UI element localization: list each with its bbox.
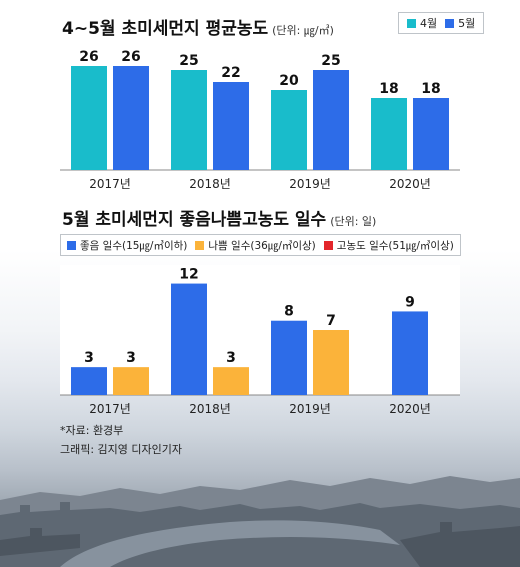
legend-label-high-days: 고농도 일수(51㎍/㎥이상) [336,239,454,252]
river [60,520,400,567]
chart2-tick-label-3: 2020년 [389,402,431,416]
chart2-bar-2017년-s0 [71,367,107,395]
graphic-credit: 그래픽: 김지영 디자인기자 [60,443,183,456]
legend-swatch-high-days [323,240,333,250]
chart2-data-label-2018년-s1: 3 [226,350,236,366]
chart2-marks: 3 3 2017년 12 3 2018년 8 7 2019년 9 2020년 [60,267,460,416]
chart1-data-label-2017년-s1: 26 [121,49,140,65]
chart1-marks: 26 26 2017년 25 22 2018년 20 25 2019년 18 18 2020년 [60,49,460,191]
chart1-data-label-2018년-s1: 22 [221,65,240,81]
chart2-legend: 좋음 일수(15㎍/㎥이하) 나쁨 일수(36㎍/㎥이상) 고농도 일수(51㎍… [60,234,461,256]
chart2-bar-2018년-s0 [171,283,207,395]
chart1-data-label-2019년-s1: 25 [321,53,340,69]
chart2-data-label-2017년-s1: 3 [126,350,136,366]
chart1-bar-2018년-s0 [171,70,207,170]
chart2-data-label-2020년-s0: 9 [405,294,415,310]
chart1-data-label-2020년-s0: 18 [379,81,398,97]
chart1-data-label-2020년-s1: 18 [421,81,440,97]
chart1-unit-note: (단위: ㎍/㎥) [272,24,334,37]
legend-label-bad-days: 나쁨 일수(36㎍/㎥이상) [208,239,316,252]
legend-label-april: 4월 [420,17,438,30]
chart2-data-label-2018년-s0: 12 [179,267,198,283]
legend-item-bad-days: 나쁨 일수(36㎍/㎥이상) [195,238,316,253]
chart2-bar-2017년-s1 [113,367,149,395]
legend-item-april: 4월 [407,15,437,31]
chart2-unit-note: (단위: 일) [330,215,377,228]
chart1-tick-label-0: 2017년 [89,177,131,191]
legend-item-may: 5월 [445,15,475,31]
legend-swatch-bad-days [195,240,205,250]
chart1-bar-2020년-s0 [371,98,407,170]
chart1-data-label-2018년-s0: 25 [179,53,198,69]
source-note: *자료: 환경부 [60,424,124,437]
chart2-bar-2019년-s1 [313,330,349,395]
chart1-bar-2017년-s1 [113,66,149,170]
chart2-bar-2020년-s0 [392,311,428,395]
chart2-tick-label-2: 2019년 [289,402,331,416]
foreground-city [0,522,520,567]
chart1-bar-2018년-s1 [213,82,249,170]
chart2-title: 5월 초미세먼지 좋음나쁨고농도 일수 (단위: 일) [62,205,376,230]
chart1-title: 4~5월 초미세먼지 평균농도 (단위: ㎍/㎥) [62,14,334,39]
chart1-bar-2020년-s1 [413,98,449,170]
legend-swatch-good-days [67,240,76,250]
chart1-bar-2017년-s0 [71,66,107,170]
legend-swatch-april [407,18,416,28]
chart2-data-label-2019년-s0: 8 [284,304,294,320]
chart1-bar-2019년-s1 [313,70,349,170]
chart1-bar-2019년-s0 [271,90,307,170]
chart1-tick-label-1: 2018년 [189,177,231,191]
chart2-tick-label-1: 2018년 [189,402,231,416]
chart2-bar-2018년-s1 [213,367,249,395]
legend-label-good-days: 좋음 일수(15㎍/㎥이하) [80,239,188,252]
chart1-data-label-2019년-s0: 20 [279,73,299,89]
chart1-data-label-2017년-s0: 26 [79,49,98,65]
chart1-legend: 4월 5월 [398,12,485,34]
legend-swatch-may [445,18,455,28]
legend-item-high-days: 고농도 일수(51㎍/㎥이상) [323,238,454,253]
chart2-tick-label-0: 2017년 [89,402,131,416]
legend-item-good-days: 좋음 일수(15㎍/㎥이하) [67,238,187,253]
legend-label-may: 5월 [458,17,476,30]
chart2-data-label-2017년-s0: 3 [84,350,94,366]
chart1-title-text: 4~5월 초미세먼지 평균농도 [62,19,269,39]
chart2-data-label-2019년-s1: 7 [326,313,336,329]
chart1-tick-label-2: 2019년 [289,177,331,191]
chart2-title-text: 5월 초미세먼지 좋음나쁨고농도 일수 [62,210,327,230]
chart1-tick-label-3: 2020년 [389,177,431,191]
chart2-bar-2019년-s0 [271,320,307,395]
